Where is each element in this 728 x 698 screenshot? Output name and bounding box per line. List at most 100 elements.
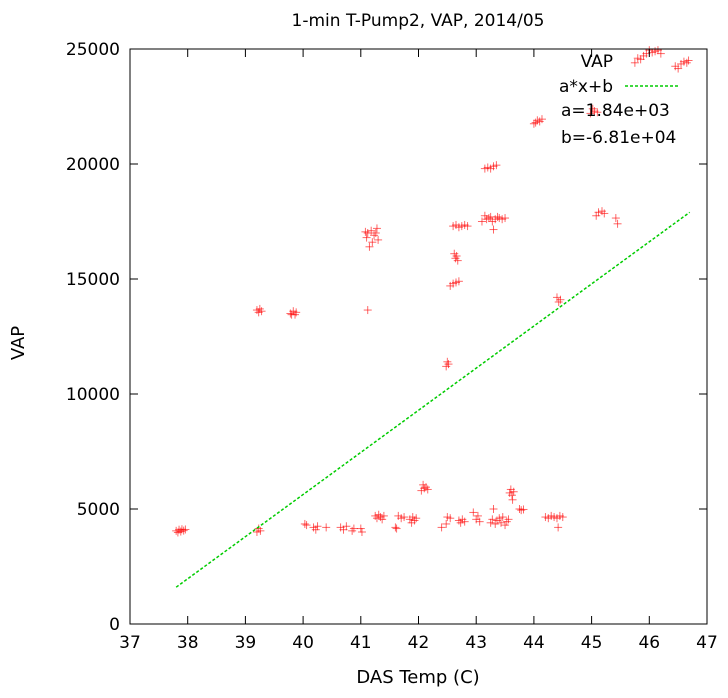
- plot-frame: [129, 48, 708, 625]
- x-tick-label: 43: [465, 633, 487, 653]
- y-tick-label: 15000: [66, 270, 120, 290]
- data-point: [342, 522, 351, 531]
- data-point: [322, 523, 331, 532]
- data-point: [349, 524, 358, 533]
- fit-line-layer: [175, 211, 691, 588]
- data-point: [408, 513, 417, 522]
- y-tick-label: 0: [109, 615, 120, 635]
- data-point: [378, 515, 387, 524]
- data-point: [300, 519, 309, 528]
- data-point: [423, 485, 432, 494]
- data-point: [391, 523, 400, 532]
- data-point: [456, 518, 465, 527]
- y-tick-label: 25000: [66, 40, 120, 60]
- data-point: [292, 308, 301, 317]
- data-point: [371, 229, 380, 237]
- data-point: [356, 524, 365, 533]
- x-tick-label: 46: [638, 633, 660, 653]
- data-point: [363, 306, 372, 315]
- data-point: [493, 212, 502, 221]
- data-point: [519, 505, 528, 514]
- x-tick-label: 41: [350, 633, 372, 653]
- data-point: [372, 224, 381, 233]
- data-point: [491, 519, 500, 528]
- x-tick-label: 38: [177, 633, 199, 653]
- data-point: [469, 508, 478, 517]
- data-point: [257, 307, 266, 316]
- data-point: [594, 208, 603, 217]
- x-tick-label: 40: [292, 633, 314, 653]
- data-point: [392, 524, 401, 533]
- data-point: [492, 161, 501, 170]
- data-point: [656, 49, 665, 58]
- data-point: [446, 514, 455, 523]
- axis-ticks: 37 38 39 40 41 42 43 44 45 46 47 0 5000 10000 15000 200…: [66, 40, 718, 653]
- data-point: [501, 214, 510, 223]
- data-point: [365, 242, 374, 251]
- data-point: [537, 115, 546, 124]
- data-point: [556, 295, 565, 304]
- data-point: [630, 58, 639, 67]
- data-point: [495, 514, 504, 523]
- data-point: [497, 518, 506, 527]
- x-tick-label: 37: [119, 633, 141, 653]
- data-point: [554, 523, 563, 532]
- data-point: [586, 109, 595, 118]
- data-point: [529, 119, 538, 128]
- y-tick-label: 5000: [77, 500, 120, 520]
- data-point: [684, 56, 693, 65]
- data-point: [444, 360, 453, 369]
- data-point: [486, 212, 495, 221]
- y-tick-label: 20000: [66, 155, 120, 175]
- data-point: [480, 211, 489, 220]
- data-point: [372, 514, 381, 523]
- data-point: [442, 519, 451, 528]
- y-tick-label: 10000: [66, 385, 120, 405]
- data-point: [179, 526, 188, 535]
- data-point: [311, 525, 320, 534]
- data-point: [367, 226, 376, 235]
- data-point: [593, 108, 602, 117]
- data-point: [302, 521, 311, 530]
- data-point: [460, 517, 469, 526]
- data-point: [600, 209, 609, 218]
- chart-title: 1-min T-Pump2, VAP, 2014/05: [292, 11, 545, 31]
- data-point: [488, 515, 497, 524]
- y-axis-label: VAP: [8, 326, 29, 360]
- legend-fit-label: a*x+b: [559, 77, 613, 97]
- data-points: [172, 46, 693, 537]
- data-point: [486, 518, 495, 527]
- data-point: [256, 526, 265, 535]
- data-point: [504, 515, 513, 524]
- x-tick-label: 45: [581, 633, 603, 653]
- data-point: [379, 511, 388, 520]
- fit-line: [175, 211, 691, 588]
- data-point: [501, 521, 510, 530]
- data-point: [489, 505, 498, 513]
- legend-title: VAP: [581, 52, 613, 72]
- data-point: [498, 513, 507, 522]
- data-point: [313, 522, 322, 531]
- data-point: [508, 495, 517, 504]
- data-point: [452, 252, 461, 260]
- data-point: [507, 491, 516, 500]
- data-point: [477, 217, 486, 226]
- data-point: [454, 277, 463, 286]
- x-axis-label: DAS Temp (C): [356, 667, 479, 688]
- data-point: [420, 484, 429, 493]
- legend: VAP a*x+b a=1.84e+03 b=-6.81e+04: [559, 52, 679, 148]
- data-point: [611, 214, 620, 223]
- data-point: [368, 238, 377, 247]
- data-point: [374, 235, 383, 244]
- data-point: [400, 513, 409, 522]
- x-tick-label: 42: [408, 633, 430, 653]
- x-tick-label: 39: [235, 633, 257, 653]
- data-point: [484, 214, 493, 223]
- data-point: [437, 523, 446, 532]
- data-point: [463, 222, 472, 231]
- data-point: [509, 487, 518, 496]
- data-point: [558, 513, 567, 522]
- data-point: [252, 528, 261, 536]
